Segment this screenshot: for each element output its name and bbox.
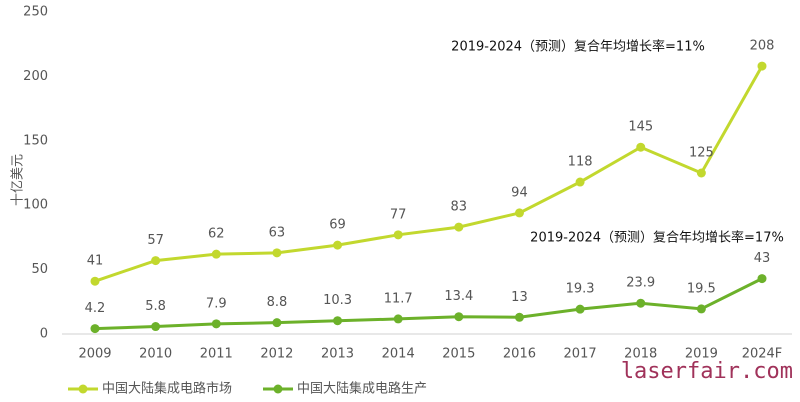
marker <box>333 316 343 326</box>
marker <box>757 274 767 284</box>
data-label: 11.7 <box>384 291 413 306</box>
legend-label: 中国大陆集成电路市场 <box>102 381 232 397</box>
marker <box>575 304 585 314</box>
y-tick-label: 100 <box>23 198 48 213</box>
data-label: 8.8 <box>267 295 288 310</box>
data-label: 125 <box>689 146 714 161</box>
data-label: 69 <box>329 218 346 233</box>
marker <box>514 312 524 322</box>
marker <box>90 324 100 334</box>
data-label: 23.9 <box>626 276 655 291</box>
marker <box>575 177 585 187</box>
x-tick-label: 2018 <box>624 347 657 362</box>
line <box>94 65 764 283</box>
data-label: 77 <box>390 207 407 222</box>
marker <box>393 314 403 324</box>
marker <box>333 240 343 250</box>
data-label: 83 <box>451 200 468 215</box>
data-label: 57 <box>147 233 164 248</box>
marker <box>272 248 282 258</box>
x-tick-label: 2016 <box>503 347 536 362</box>
x-tick-label: 2011 <box>200 347 233 362</box>
y-tick-label: 50 <box>31 262 48 277</box>
data-label: 62 <box>208 227 225 242</box>
marker <box>696 304 706 314</box>
marker <box>151 322 161 332</box>
x-tick-label: 2013 <box>321 347 354 362</box>
y-tick-label: 200 <box>23 69 48 84</box>
marker <box>514 208 524 218</box>
marker <box>454 312 464 322</box>
marker <box>211 319 221 329</box>
data-label: 208 <box>750 39 775 54</box>
annotation: 2019-2024（预测）复合年均增长率=17% <box>530 230 784 246</box>
data-label: 43 <box>754 251 771 266</box>
line <box>94 277 763 331</box>
data-label: 7.9 <box>206 296 227 311</box>
watermark: laserfair.com <box>621 359 793 384</box>
data-label: 41 <box>87 254 104 269</box>
y-tick-label: 250 <box>23 5 48 20</box>
legend-marker <box>273 384 283 394</box>
data-label: 19.5 <box>687 281 716 296</box>
marker <box>454 222 464 232</box>
x-tick-label: 2017 <box>564 347 597 362</box>
x-tick-label: 2012 <box>260 347 293 362</box>
data-label: 13 <box>511 290 528 305</box>
data-label: 145 <box>628 120 653 135</box>
x-tick-label: 2010 <box>139 347 172 362</box>
x-tick-label: 2014 <box>382 347 415 362</box>
marker <box>151 256 161 266</box>
marker <box>272 318 282 328</box>
data-label: 5.8 <box>145 299 166 314</box>
marker <box>757 61 767 71</box>
y-tick-label: 150 <box>23 133 48 148</box>
y-tick-label: 0 <box>40 327 48 342</box>
data-label: 13.4 <box>444 289 473 304</box>
marker <box>636 142 646 152</box>
marker <box>636 298 646 308</box>
data-label: 118 <box>568 155 593 170</box>
marker <box>696 168 706 178</box>
marker <box>211 249 221 259</box>
y-axis-label: 十亿美元 <box>11 154 26 206</box>
x-tick-label: 2019 <box>685 347 718 362</box>
x-tick-label: 2015 <box>442 347 475 362</box>
x-tick-label: 2024F <box>742 347 783 362</box>
data-label: 94 <box>511 185 528 200</box>
marker <box>90 276 100 286</box>
legend-label: 中国大陆集成电路生产 <box>297 381 427 397</box>
data-label: 19.3 <box>566 282 595 297</box>
data-label: 10.3 <box>323 293 352 308</box>
annotation: 2019-2024（预测）复合年均增长率=11% <box>451 39 705 55</box>
x-tick-label: 2009 <box>78 347 111 362</box>
data-label: 63 <box>269 225 286 240</box>
legend-marker <box>78 384 88 394</box>
marker <box>393 230 403 240</box>
data-label: 4.2 <box>85 301 106 316</box>
